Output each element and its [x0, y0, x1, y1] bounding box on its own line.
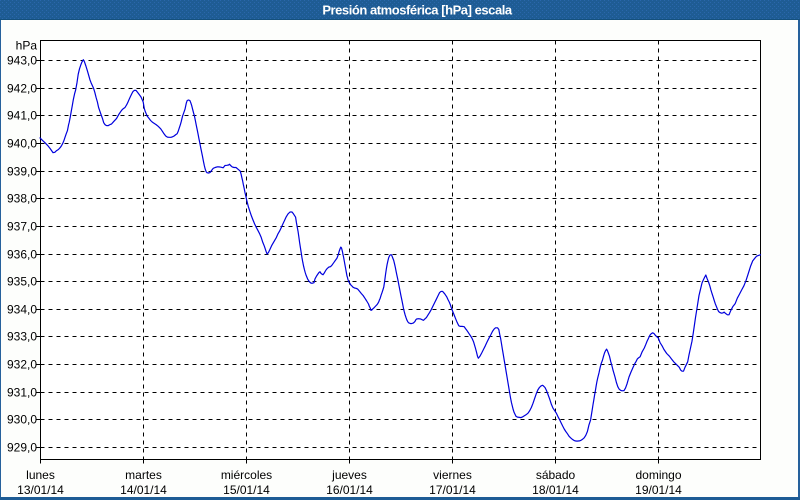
svg-text:16/01/14: 16/01/14 — [326, 483, 373, 497]
svg-text:jueves: jueves — [331, 468, 367, 482]
svg-text:19/01/14: 19/01/14 — [635, 483, 682, 497]
svg-text:13/01/14: 13/01/14 — [17, 483, 64, 497]
svg-text:929,0: 929,0 — [7, 441, 37, 455]
svg-text:18/01/14: 18/01/14 — [532, 483, 579, 497]
svg-text:15/01/14: 15/01/14 — [223, 483, 270, 497]
svg-text:942,0: 942,0 — [7, 82, 37, 96]
svg-text:933,0: 933,0 — [7, 330, 37, 344]
svg-text:932,0: 932,0 — [7, 358, 37, 372]
svg-text:943,0: 943,0 — [7, 54, 37, 68]
svg-text:viernes: viernes — [433, 468, 472, 482]
svg-text:hPa: hPa — [16, 39, 38, 53]
svg-text:940,0: 940,0 — [7, 137, 37, 151]
svg-text:domingo: domingo — [635, 468, 681, 482]
svg-text:lunes: lunes — [26, 468, 55, 482]
svg-text:miércoles: miércoles — [221, 468, 272, 482]
svg-text:14/01/14: 14/01/14 — [120, 483, 167, 497]
svg-text:sábado: sábado — [536, 468, 576, 482]
svg-text:17/01/14: 17/01/14 — [429, 483, 476, 497]
svg-text:938,0: 938,0 — [7, 192, 37, 206]
svg-text:934,0: 934,0 — [7, 303, 37, 317]
svg-text:939,0: 939,0 — [7, 165, 37, 179]
svg-text:936,0: 936,0 — [7, 248, 37, 262]
svg-text:941,0: 941,0 — [7, 109, 37, 123]
svg-text:931,0: 931,0 — [7, 386, 37, 400]
svg-text:930,0: 930,0 — [7, 413, 37, 427]
svg-text:Presión atmosférica [hPa] esca: Presión atmosférica [hPa] escala — [322, 3, 513, 18]
svg-text:935,0: 935,0 — [7, 275, 37, 289]
svg-text:937,0: 937,0 — [7, 220, 37, 234]
svg-text:martes: martes — [125, 468, 162, 482]
